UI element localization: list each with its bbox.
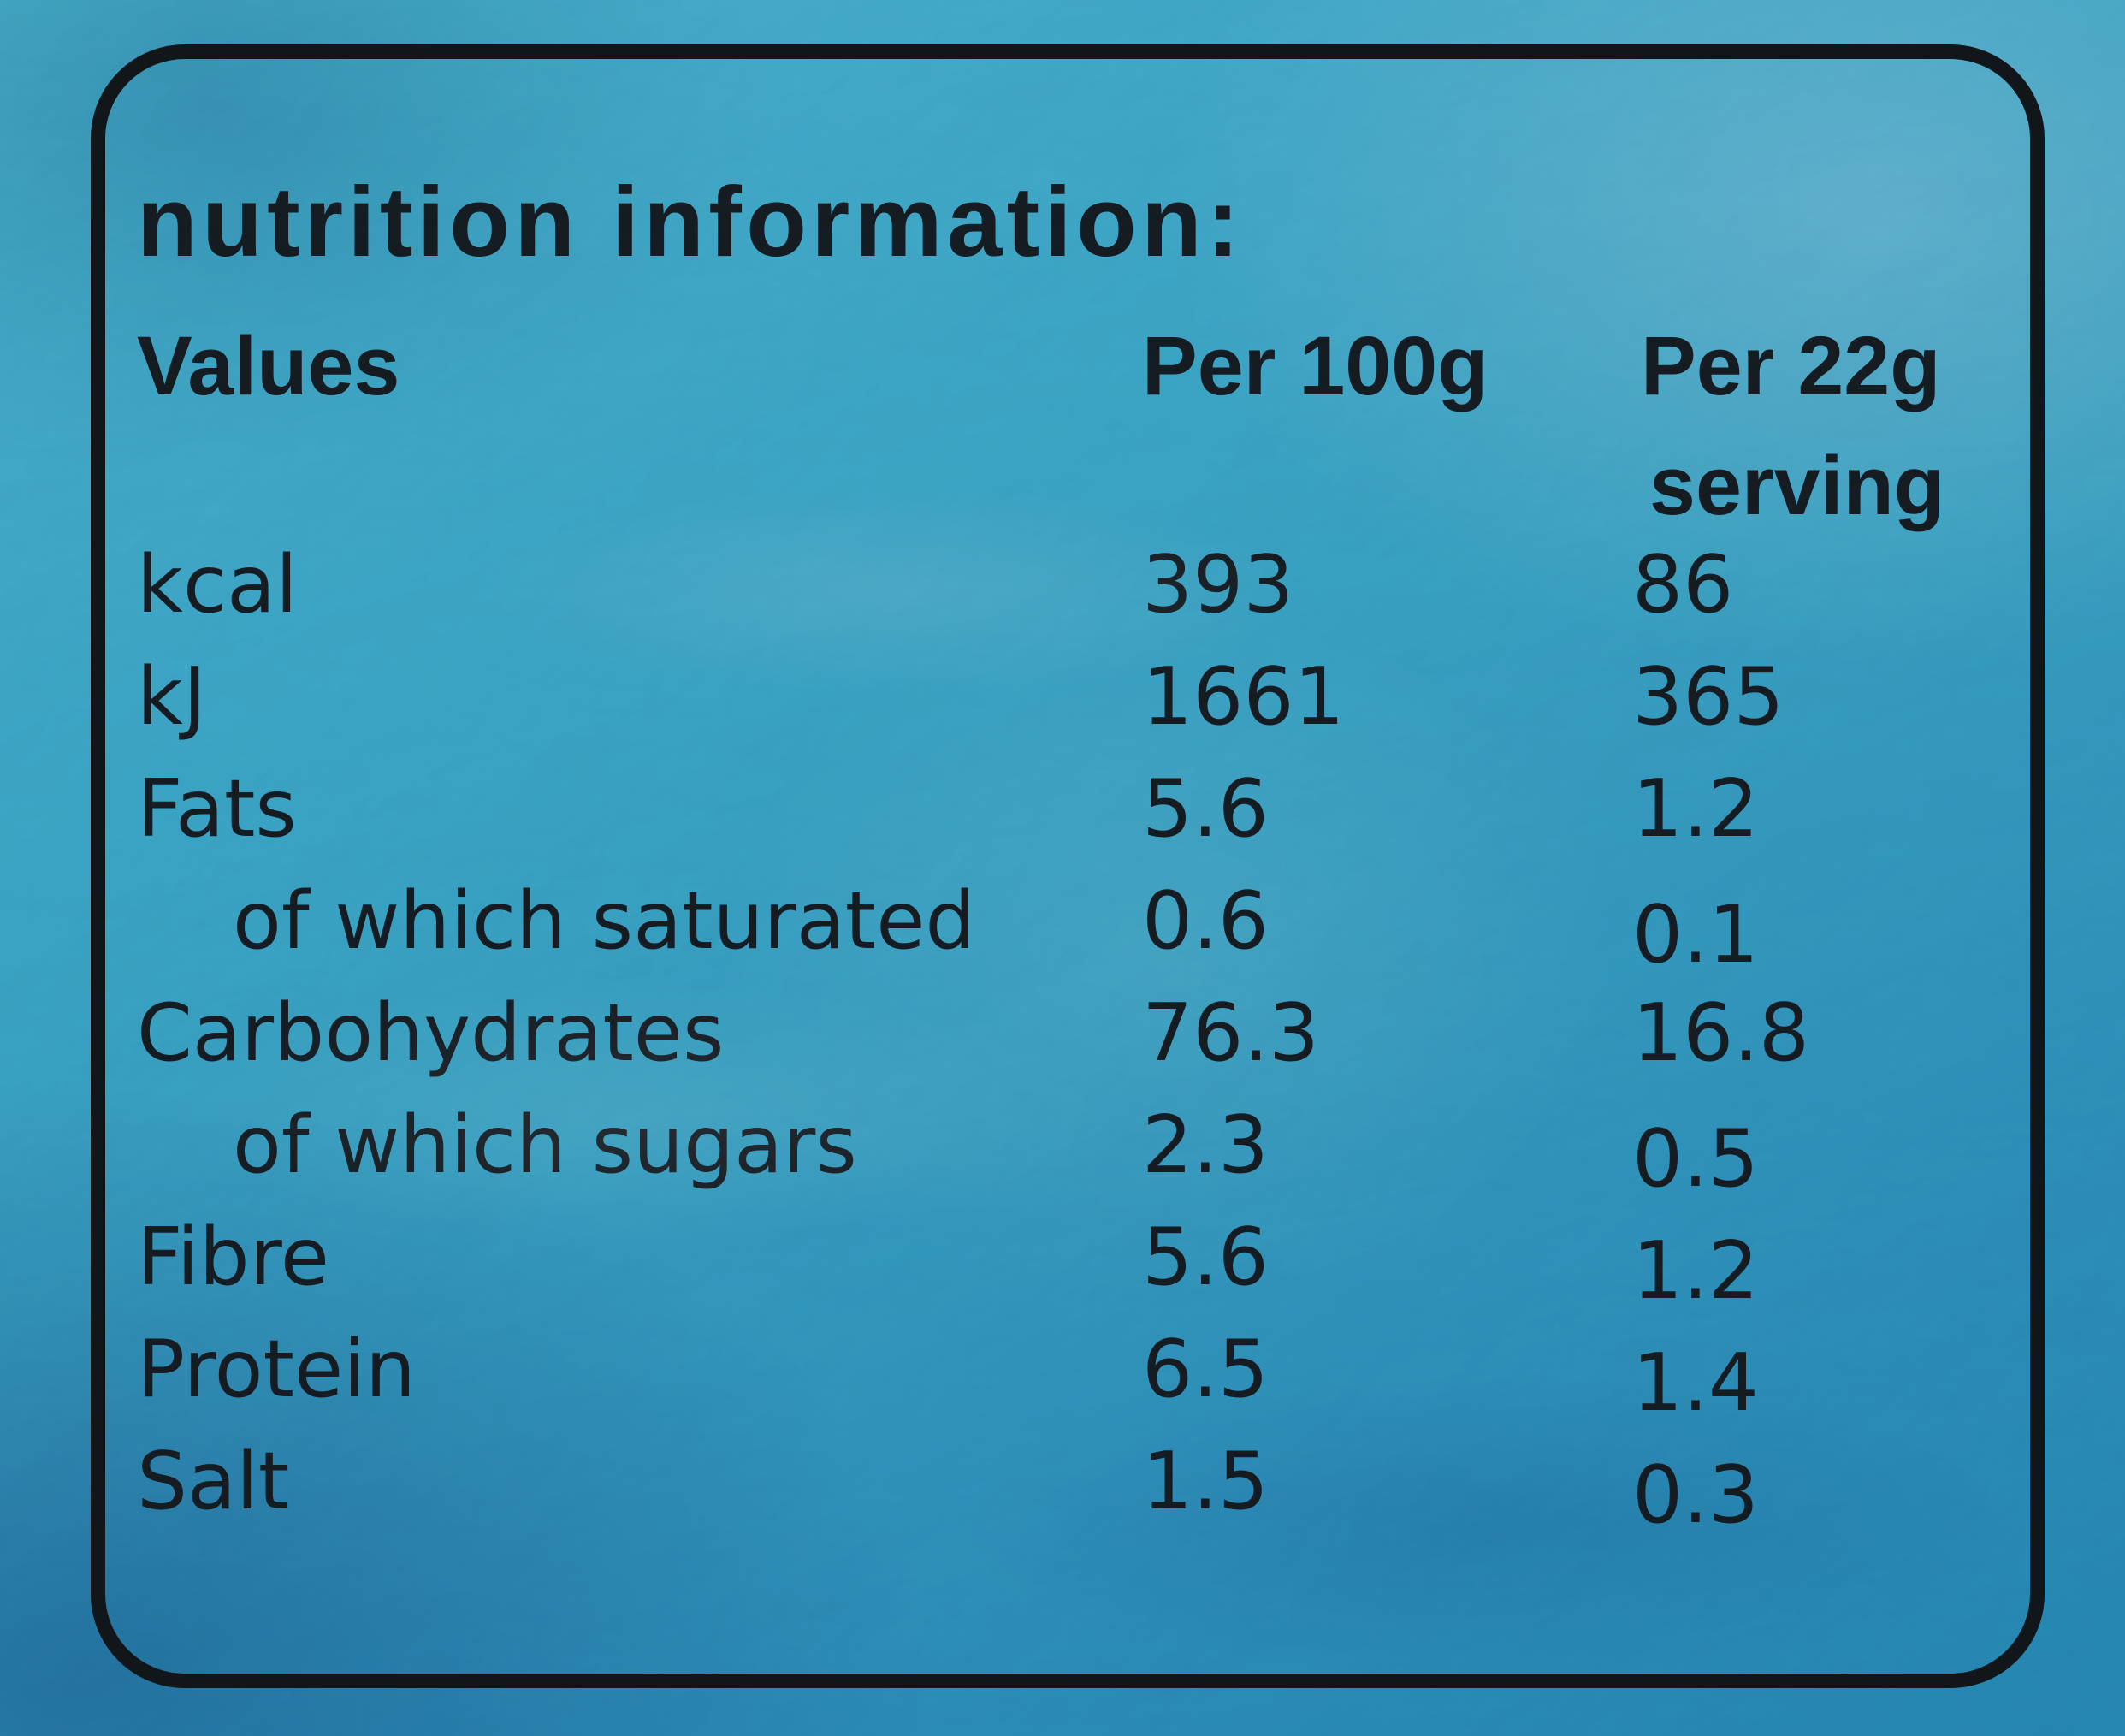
nutrient-name: Fats [137, 762, 297, 855]
value-per-100g: 5.6 [1142, 762, 1269, 855]
value-per-22g: 86 [1632, 538, 1734, 631]
nutrient-name: Carbohydrates [137, 986, 725, 1079]
nutrient-name: of which sugars [233, 1099, 857, 1191]
value-per-22g: 1.4 [1632, 1336, 1759, 1429]
value-per-100g: 2.3 [1142, 1099, 1269, 1191]
value-per-22g: 16.8 [1632, 986, 1810, 1079]
panel-title: nutrition information: [137, 166, 1244, 277]
nutrition-table: kcal 393 86 kJ 1661 365 Fats 5.6 1.2 of … [137, 541, 2031, 1549]
nutrient-name: of which saturated [233, 874, 976, 967]
value-per-100g: 6.5 [1142, 1323, 1269, 1415]
value-per-100g: 1.5 [1142, 1435, 1269, 1527]
nutrient-name: Fibre [137, 1211, 330, 1303]
value-per-22g: 1.2 [1632, 762, 1759, 855]
value-per-22g: 1.2 [1632, 1224, 1759, 1317]
column-header-values: Values [137, 319, 400, 412]
value-per-100g: 0.6 [1142, 874, 1269, 967]
nutrient-name: Protein [137, 1323, 416, 1415]
value-per-100g: 5.6 [1142, 1211, 1269, 1303]
column-header-serving: serving [1649, 439, 1945, 532]
nutrient-name: kJ [137, 650, 207, 743]
value-per-22g: 0.5 [1632, 1112, 1759, 1205]
column-header-per-22g: Per 22g [1641, 319, 1941, 412]
value-per-22g: 0.1 [1632, 888, 1759, 981]
nutrient-name: Salt [137, 1435, 290, 1527]
value-per-100g: 1661 [1142, 650, 1345, 743]
nutrient-name: kcal [137, 538, 298, 631]
value-per-22g: 0.3 [1632, 1449, 1759, 1541]
value-per-22g: 365 [1632, 650, 1785, 743]
value-per-100g: 76.3 [1142, 986, 1320, 1079]
value-per-100g: 393 [1142, 538, 1294, 631]
column-header-per-100g: Per 100g [1142, 319, 1489, 412]
